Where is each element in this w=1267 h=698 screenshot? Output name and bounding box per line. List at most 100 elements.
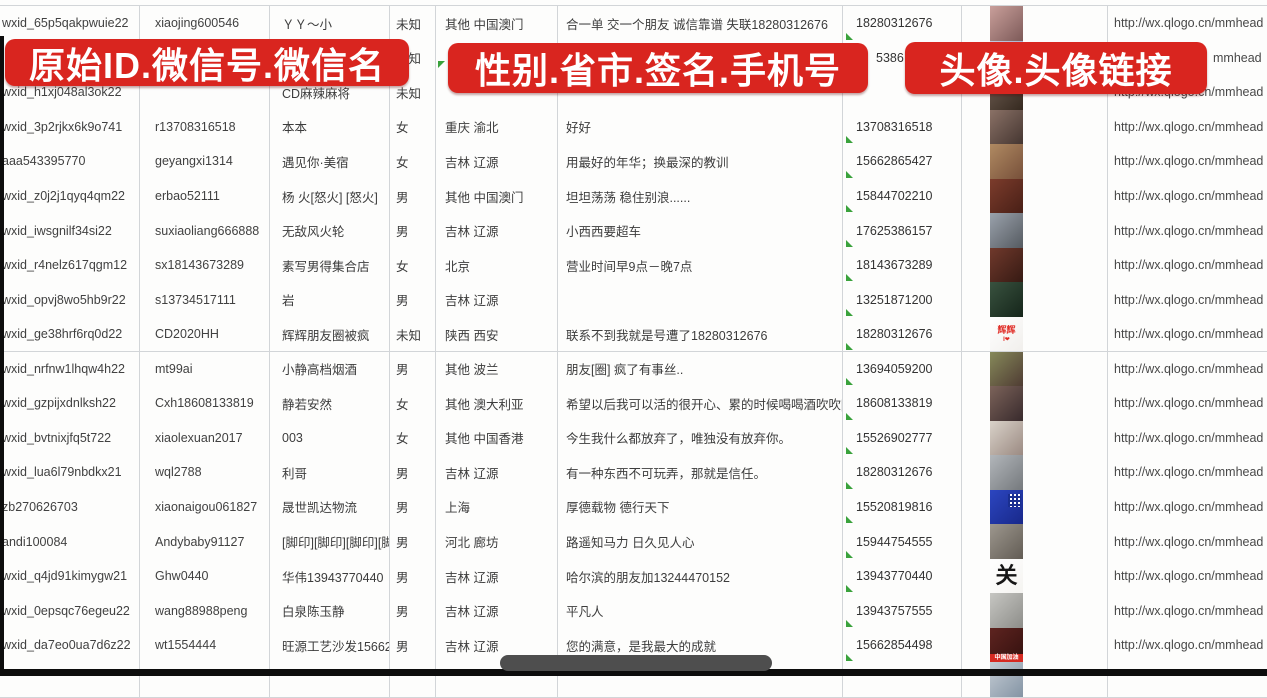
cell-phone[interactable]: 15844702210 — [843, 178, 962, 214]
cell-signature[interactable]: 平凡人 — [558, 593, 843, 628]
cell-wechat-id[interactable]: xiaonaigou061827 — [140, 489, 270, 525]
cell-avatar-url[interactable]: http://wx.qlogo.cn/mmhead — [1114, 361, 1264, 376]
cell-avatar-url[interactable]: http://wx.qlogo.cn/mmhead — [1114, 569, 1264, 584]
cell-wechat-name[interactable]: 岩 — [270, 282, 390, 317]
cell-wechat-name[interactable]: 无敌风火轮 — [270, 213, 390, 248]
cell-region[interactable]: 吉林 辽源 — [436, 213, 558, 248]
cell-gender[interactable]: 男 — [390, 282, 436, 317]
cell-signature[interactable]: 小西西要超车 — [558, 213, 843, 248]
cell-gender[interactable]: 男 — [390, 627, 436, 663]
cell-region[interactable]: 重庆 渝北 — [436, 109, 558, 145]
cell-region[interactable]: 吉林 辽源 — [436, 627, 558, 663]
cell-avatar[interactable] — [962, 489, 1108, 525]
cell-avatar-url[interactable]: http://wx.qlogo.cn/mmhead — [1114, 430, 1264, 445]
cell-phone[interactable]: 17625386157 — [843, 213, 962, 248]
cell-avatar[interactable] — [962, 455, 1108, 490]
cell-avatar-url[interactable]: mmhead — [1213, 50, 1262, 65]
cell-wechat-id[interactable]: wt1554444 — [140, 627, 270, 663]
cell-avatar-url[interactable]: http://wx.qlogo.cn/mmhead — [1114, 638, 1264, 653]
cell-phone[interactable]: 15526902777 — [843, 420, 962, 456]
cell-wechat-name[interactable]: 003 — [270, 420, 390, 456]
cell-region[interactable]: 上海 — [436, 489, 558, 525]
cell-wechat-name[interactable]: CD麻辣麻将 — [270, 75, 390, 110]
cell-gender[interactable]: 女 — [390, 109, 436, 145]
cell-avatar-url[interactable]: http://wx.qlogo.cn/mmhead — [1114, 499, 1264, 514]
cell-region[interactable]: 其他 澳大利亚 — [436, 386, 558, 421]
cell-signature[interactable]: 联系不到我就是号遭了18280312676 — [558, 316, 843, 352]
horizontal-scrollbar-thumb[interactable] — [500, 655, 772, 671]
cell-wechat-id[interactable]: Ghw0440 — [140, 558, 270, 594]
cell-signature[interactable]: 哈尔滨的朋友加13244470152 — [558, 558, 843, 594]
cell-phone[interactable] — [843, 662, 962, 697]
cell-original-id[interactable]: wxid_ge38hrf6rq0d22 — [0, 316, 140, 352]
cell-wechat-id[interactable]: erbao52111 — [140, 178, 270, 214]
cell-signature[interactable]: 用最好的年华；换最深的教训 — [558, 144, 843, 179]
cell-avatar-url[interactable]: http://wx.qlogo.cn/mmhead — [1114, 119, 1264, 134]
cell-avatar[interactable] — [962, 178, 1108, 214]
cell-region[interactable]: 河北 廊坊 — [436, 524, 558, 559]
cell-region[interactable]: 吉林 辽源 — [436, 455, 558, 490]
cell-region[interactable]: 其他 波兰 — [436, 351, 558, 387]
cell-wechat-id[interactable]: wql2788 — [140, 455, 270, 490]
cell-wechat-name[interactable]: 晟世凯达物流 — [270, 489, 390, 525]
cell-region[interactable]: 北京 — [436, 247, 558, 283]
cell-wechat-name[interactable]: 华伟13943770440 — [270, 558, 390, 594]
cell-phone[interactable]: 18280312676 — [843, 455, 962, 490]
cell-original-id[interactable]: aaa543395770 — [0, 144, 140, 179]
cell-region[interactable]: 吉林 辽源 — [436, 282, 558, 317]
cell-region[interactable]: 吉林 辽源 — [436, 144, 558, 179]
cell-avatar-url[interactable]: http://wx.qlogo.cn/mmhead — [1114, 189, 1264, 204]
cell-phone[interactable]: 15520819816 — [843, 489, 962, 525]
cell-avatar[interactable] — [962, 386, 1108, 421]
cell-original-id[interactable]: zb270626703 — [0, 489, 140, 525]
cell-wechat-id[interactable] — [140, 662, 270, 697]
cell-wechat-id[interactable]: Andybaby91127 — [140, 524, 270, 559]
cell-gender[interactable]: 男 — [390, 351, 436, 387]
cell-wechat-id[interactable]: r13708316518 — [140, 109, 270, 145]
cell-wechat-name[interactable]: 杨 火[怒火] [怒火] — [270, 178, 390, 214]
cell-wechat-id[interactable]: CD2020HH — [140, 316, 270, 352]
cell-avatar-url[interactable] — [1108, 662, 1267, 697]
cell-original-id[interactable]: wxid_opvj8wo5hb9r22 — [0, 282, 140, 317]
cell-avatar[interactable] — [962, 213, 1108, 248]
cell-wechat-id[interactable]: Cxh18608133819 — [140, 386, 270, 421]
cell-region[interactable]: 吉林 辽源 — [436, 593, 558, 628]
cell-signature[interactable]: 路遥知马力 日久见人心 — [558, 524, 843, 559]
cell-wechat-name[interactable]: 素写男得集合店 — [270, 247, 390, 283]
cell-wechat-id[interactable]: wang88988peng — [140, 593, 270, 628]
cell-signature[interactable]: 有一种东西不可玩弄，那就是信任。 — [558, 455, 843, 490]
cell-original-id[interactable]: wxid_0epsqc76egeu22 — [0, 593, 140, 628]
cell-signature[interactable]: 合一单 交一个朋友 诚信靠谱 失联18280312676 — [558, 6, 843, 41]
cell-signature[interactable]: 厚德载物 德行天下 — [558, 489, 843, 525]
cell-phone[interactable]: 13694059200 — [843, 351, 962, 387]
cell-gender[interactable]: 女 — [390, 386, 436, 421]
cell-original-id[interactable]: wxid_iwsgnilf34si22 — [0, 213, 140, 248]
cell-signature[interactable]: 坦坦荡荡 稳住别浪...... — [558, 178, 843, 214]
cell-avatar[interactable] — [962, 662, 1108, 697]
cell-phone[interactable]: 18280312676 — [843, 6, 962, 41]
cell-wechat-id[interactable]: suxiaoliang666888 — [140, 213, 270, 248]
cell-region[interactable]: 其他 中国澳门 — [436, 178, 558, 214]
cell-phone[interactable]: 15662865427 — [843, 144, 962, 179]
cell-phone[interactable]: 13251871200 — [843, 282, 962, 317]
cell-original-id[interactable] — [0, 662, 140, 697]
cell-avatar-url[interactable]: http://wx.qlogo.cn/mmhead — [1114, 292, 1264, 307]
cell-phone[interactable]: 15944754555 — [843, 524, 962, 559]
cell-wechat-name[interactable]: 辉辉朋友圈被疯 — [270, 316, 390, 352]
cell-gender[interactable] — [390, 662, 436, 697]
cell-avatar-url[interactable]: http://wx.qlogo.cn/mmhead — [1114, 154, 1264, 169]
cell-region[interactable]: 陕西 西安 — [436, 316, 558, 352]
cell-avatar[interactable] — [962, 593, 1108, 628]
cell-original-id[interactable]: wxid_gzpijxdnlksh22 — [0, 386, 140, 421]
cell-avatar[interactable] — [962, 109, 1108, 145]
cell-wechat-name[interactable]: ＹＹ～小 — [270, 6, 390, 41]
cell-original-id[interactable]: wxid_lua6l79nbdkx21 — [0, 455, 140, 490]
cell-phone[interactable]: 18280312676 — [843, 316, 962, 352]
cell-avatar-url[interactable]: http://wx.qlogo.cn/mmhead — [1114, 258, 1264, 273]
cell-avatar[interactable] — [962, 282, 1108, 317]
cell-avatar[interactable] — [962, 6, 1108, 41]
cell-signature[interactable]: 您的满意，是我最大的成就 — [558, 627, 843, 663]
cell-original-id[interactable]: wxid_65p5qakpwuie22 — [0, 6, 140, 41]
cell-wechat-id[interactable]: xiaolexuan2017 — [140, 420, 270, 456]
cell-wechat-name[interactable]: 本本 — [270, 109, 390, 145]
